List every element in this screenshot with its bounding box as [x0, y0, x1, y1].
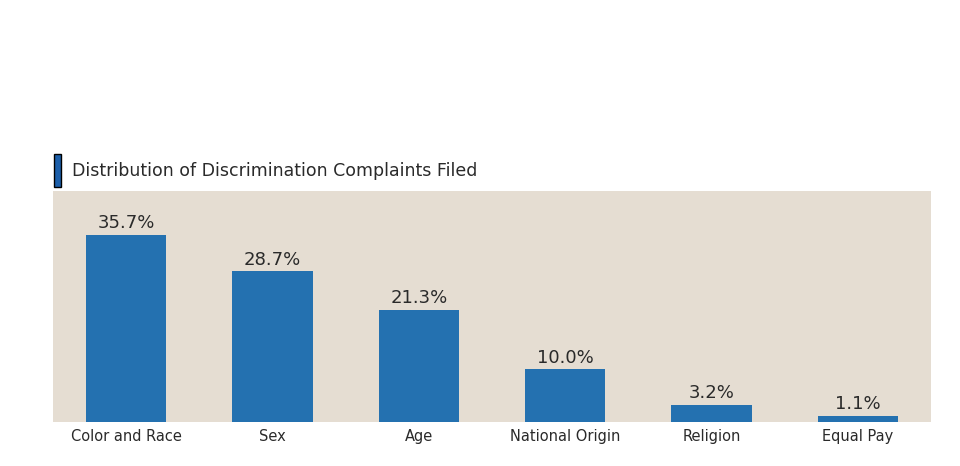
Bar — [232, 271, 313, 422]
Bar — [818, 416, 899, 422]
Bar — [378, 310, 459, 422]
Text: Complaint Reporting From 1997 to 2018: Complaint Reporting From 1997 to 2018 — [52, 82, 710, 111]
Bar — [525, 369, 606, 422]
Text: Distribution of Discrimination Complaints Filed: Distribution of Discrimination Complaint… — [72, 162, 477, 180]
Text: 28.7%: 28.7% — [244, 251, 301, 268]
Text: Historical Employment Discrimination: Historical Employment Discrimination — [52, 34, 672, 62]
Text: 10.0%: 10.0% — [537, 349, 593, 367]
Text: 1.1%: 1.1% — [835, 395, 881, 413]
Text: 21.3%: 21.3% — [390, 289, 447, 308]
Text: 3.2%: 3.2% — [688, 384, 734, 402]
Bar — [85, 234, 166, 422]
Bar — [671, 405, 752, 422]
Text: 35.7%: 35.7% — [97, 214, 155, 232]
FancyBboxPatch shape — [54, 155, 60, 187]
